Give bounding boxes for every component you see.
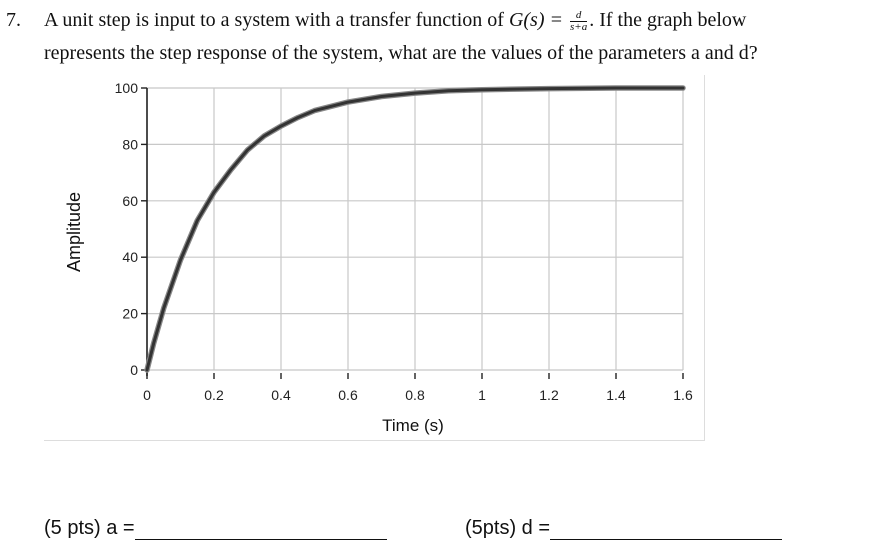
y-tick-label: 80 [122, 136, 138, 152]
transfer-function-name: G(s) = [508, 9, 563, 31]
y-tick-label: 0 [130, 362, 138, 378]
question-line-1: A unit step is input to a system with a … [44, 9, 746, 33]
y-tick-label: 60 [122, 193, 138, 209]
fraction-denominator: s+a [569, 20, 588, 33]
y-tick-label: 40 [122, 249, 138, 265]
x-tick-label: 1.6 [673, 387, 693, 403]
chart-ticks: 0 20 40 60 80 100 0 0.2 0.4 0.6 0.8 1 1.2 1.4 1.6 [115, 80, 693, 403]
y-tick-label: 100 [115, 80, 139, 96]
chart-series [144, 85, 686, 373]
chart-frame [44, 75, 705, 441]
question-number: 7. [6, 9, 21, 31]
question-text-post: . If the graph below [589, 9, 747, 31]
x-tick-label: 0.4 [271, 387, 291, 403]
x-tick-label: 0.2 [204, 387, 224, 403]
chart-grid [146, 87, 684, 371]
answer-a-label: (5 pts) a = [44, 517, 135, 539]
fraction-numerator: d [569, 9, 588, 22]
x-tick-label: 0.8 [405, 387, 425, 403]
x-tick-label: 0.6 [338, 387, 358, 403]
response-curve [145, 86, 685, 372]
answer-d: (5pts) d = [465, 517, 783, 540]
x-axis-label: Time (s) [382, 416, 444, 435]
answer-a: (5 pts) a = [44, 517, 387, 540]
x-tick-label: 1.2 [539, 387, 559, 403]
question-line-2: represents the step response of the syst… [44, 42, 758, 64]
question-text-pre: A unit step is input to a system with a … [44, 9, 504, 31]
answer-a-blank[interactable] [134, 519, 387, 540]
answer-d-blank[interactable] [550, 519, 783, 540]
y-axis-label: Amplitude [64, 192, 84, 272]
answer-d-label: (5pts) d = [465, 517, 551, 539]
x-tick-label: 1.4 [606, 387, 626, 403]
x-tick-label: 0 [143, 387, 151, 403]
transfer-function-fraction: d s+a [569, 9, 588, 33]
y-tick-label: 20 [122, 306, 138, 322]
x-tick-label: 1 [478, 387, 486, 403]
